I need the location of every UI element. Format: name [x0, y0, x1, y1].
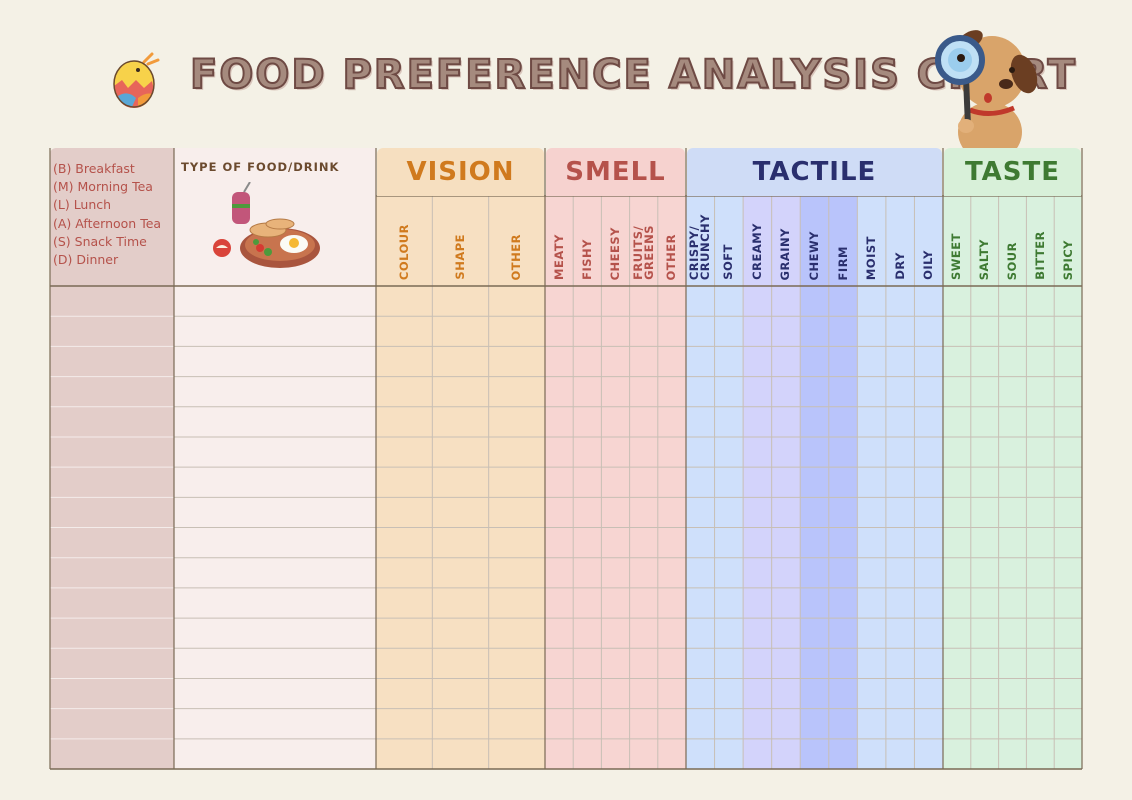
food-plate-icon	[213, 182, 320, 268]
column-label-salty: SALTY	[977, 238, 992, 280]
column-label-oily: OILY	[921, 250, 936, 280]
column-label-other: OTHER	[509, 233, 524, 280]
column-label-sour: SOUR	[1004, 241, 1019, 280]
column-label-sweet: SWEET	[949, 232, 964, 280]
column-label-chewy: CHEWY	[806, 230, 821, 280]
type-of-food-header: TYPE OF FOOD/DRINK	[174, 148, 376, 286]
column-bg-sweet	[943, 196, 971, 769]
column-bg-meaty	[545, 196, 574, 769]
column-label-spicy: SPICY	[1060, 239, 1075, 280]
column-label-other: OTHER	[664, 233, 679, 280]
column-label-crispy-crunchy: CRISPY/ CRUNCHY	[687, 213, 713, 280]
column-bg-other	[657, 196, 686, 769]
column-bg-firm	[828, 196, 858, 769]
column-label-creamy: CREAMY	[749, 223, 764, 280]
column-label-fruits-greens: FRUITS/ GREENS	[630, 225, 656, 280]
column-bg-creamy	[743, 196, 772, 769]
column-bg-sour	[998, 196, 1027, 769]
legend-item: (A) Afternoon Tea	[53, 215, 162, 231]
group-header-smell: SMELL	[546, 148, 685, 196]
column-bg-soft	[714, 196, 744, 769]
column-bg-moist	[857, 196, 886, 769]
column-label-dry: DRY	[892, 252, 907, 280]
group-header-tactile: TACTILE	[687, 148, 942, 196]
type-of-food-label: TYPE OF FOOD/DRINK	[181, 160, 340, 174]
meal-legend: (B) Breakfast (M) Morning Tea (L) Lunch …	[50, 148, 174, 286]
legend-item: (M) Morning Tea	[53, 179, 153, 195]
column-label-cheesy: CHEESY	[607, 226, 622, 280]
column-bg-salty	[970, 196, 999, 769]
legend-item: (D) Dinner	[53, 252, 119, 268]
column-bg-spicy	[1054, 196, 1082, 769]
dog-magnifier-icon	[935, 30, 1038, 150]
column-bg-cheesy	[601, 196, 630, 769]
column-label-colour: COLOUR	[396, 223, 411, 280]
column-bg-crispy-crunchy	[686, 196, 715, 769]
column-label-soft: SOFT	[721, 244, 736, 280]
column-bg-chewy	[800, 196, 829, 769]
column-bg-oily	[914, 196, 943, 769]
column-label-shape: SHAPE	[452, 234, 467, 280]
group-header-vision: VISION	[377, 148, 544, 196]
legend-item: (L) Lunch	[53, 197, 112, 213]
legend-item: (S) Snack Time	[53, 233, 147, 249]
column-label-moist: MOIST	[864, 235, 879, 280]
column-bg-other	[488, 196, 545, 769]
column-bg-colour	[376, 196, 433, 769]
column-bg-grainy	[771, 196, 801, 769]
legend-item: (B) Breakfast	[53, 161, 135, 176]
column-label-firm: FIRM	[835, 245, 850, 280]
column-label-meaty: MEATY	[551, 234, 566, 280]
column-label-fishy: FISHY	[579, 239, 594, 280]
column-bg-fruits-greens	[629, 196, 658, 769]
column-bg-bitter	[1026, 196, 1055, 769]
group-header-taste: TASTE	[944, 148, 1081, 196]
column-label-grainy: GRAINY	[778, 227, 793, 280]
column-label-bitter: BITTER	[1032, 231, 1047, 280]
column-bg-shape	[432, 196, 489, 769]
column-bg-fishy	[573, 196, 602, 769]
column-bg-dry	[885, 196, 915, 769]
egg-chick-icon	[113, 52, 160, 108]
